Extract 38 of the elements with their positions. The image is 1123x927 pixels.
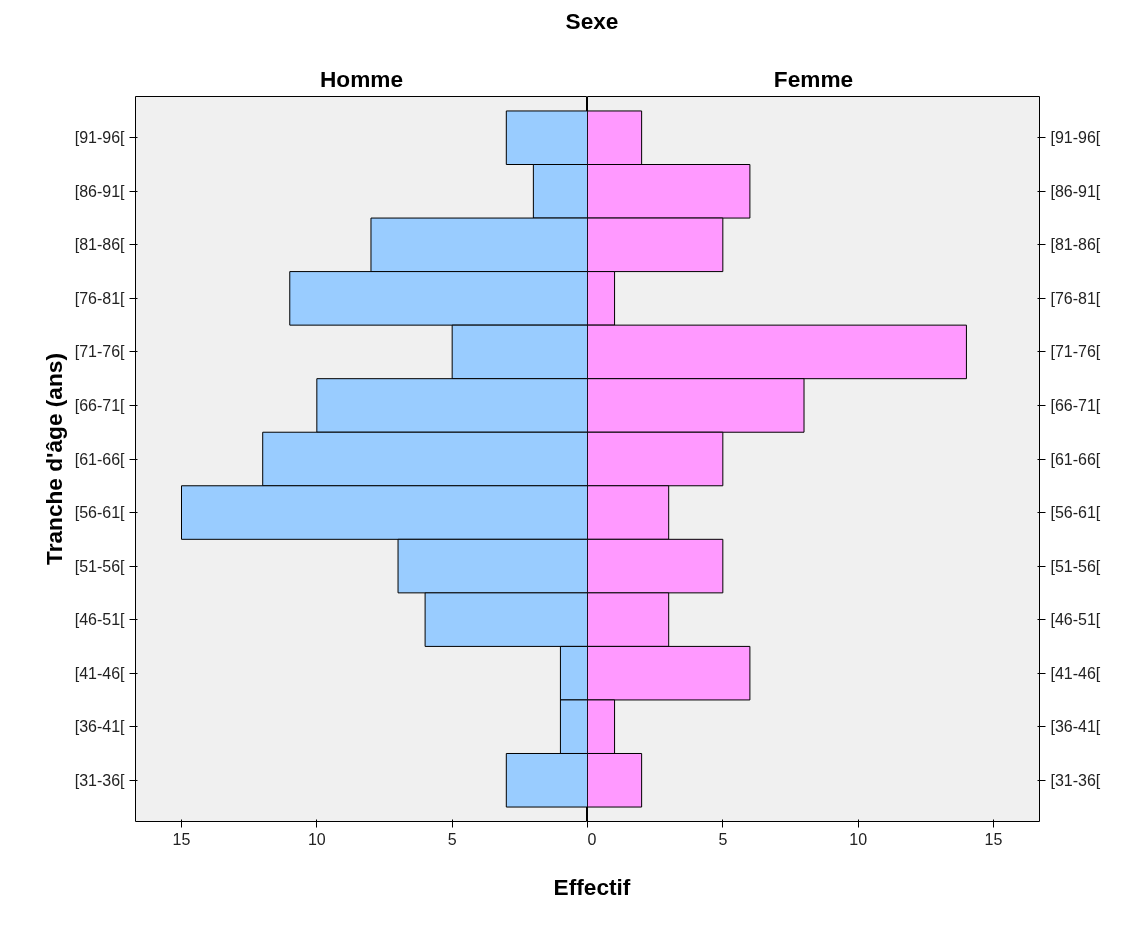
y-tick-label: [51-56[ xyxy=(74,557,126,575)
y-tick-label: [31-36[ xyxy=(74,771,126,789)
x-tick-label: 10 xyxy=(849,830,868,848)
y-tick-label: [61-66[ xyxy=(1050,450,1101,468)
y-axis-title: Tranche d'âge (ans) xyxy=(40,353,67,565)
y-tick-label: [81-86[ xyxy=(74,236,126,254)
text: Sexe xyxy=(565,7,619,36)
x-tick-label: 5 xyxy=(447,830,457,848)
y-tick-label: [66-71[ xyxy=(74,396,126,414)
y-tick-label: [31-36[ xyxy=(1050,771,1101,789)
y-tick-label: [36-41[ xyxy=(74,718,126,736)
y-tick-label: [81-86[ xyxy=(1050,236,1101,254)
y-tick-label: [56-61[ xyxy=(1050,504,1101,522)
y-tick-label: [76-81[ xyxy=(74,289,126,307)
x-tick-label: 5 xyxy=(718,830,728,848)
y-tick-label: [86-91[ xyxy=(74,182,126,200)
y-tick-label: [51-56[ xyxy=(1050,557,1101,575)
y-tick-label: [36-41[ xyxy=(1050,718,1101,736)
chart-title: Femme xyxy=(773,65,854,92)
y-tick-label: [76-81[ xyxy=(1050,289,1101,307)
y-tick-label: [61-66[ xyxy=(74,450,126,468)
y-tick-label: [91-96[ xyxy=(1050,129,1101,147)
chart-title: Homme xyxy=(319,65,404,92)
x-tick-label: 15 xyxy=(984,830,1003,848)
y-tick-label: [46-51[ xyxy=(74,611,126,629)
y-tick-label: [46-51[ xyxy=(1050,611,1101,629)
x-tick-label: 0 xyxy=(587,830,597,848)
y-tick-label: [66-71[ xyxy=(1050,396,1101,414)
y-tick-label: [91-96[ xyxy=(74,129,126,147)
y-tick-label: [41-46[ xyxy=(1050,664,1101,682)
y-tick-label: [41-46[ xyxy=(74,664,126,682)
x-tick-label: 15 xyxy=(172,830,191,848)
x-tick-label: 10 xyxy=(307,830,326,848)
x-axis-title: Effectif xyxy=(553,873,631,902)
y-tick-label: [56-61[ xyxy=(74,504,126,522)
y-tick-label: [71-76[ xyxy=(74,343,126,361)
y-tick-label: [71-76[ xyxy=(1050,343,1101,361)
y-tick-label: [86-91[ xyxy=(1050,182,1101,200)
